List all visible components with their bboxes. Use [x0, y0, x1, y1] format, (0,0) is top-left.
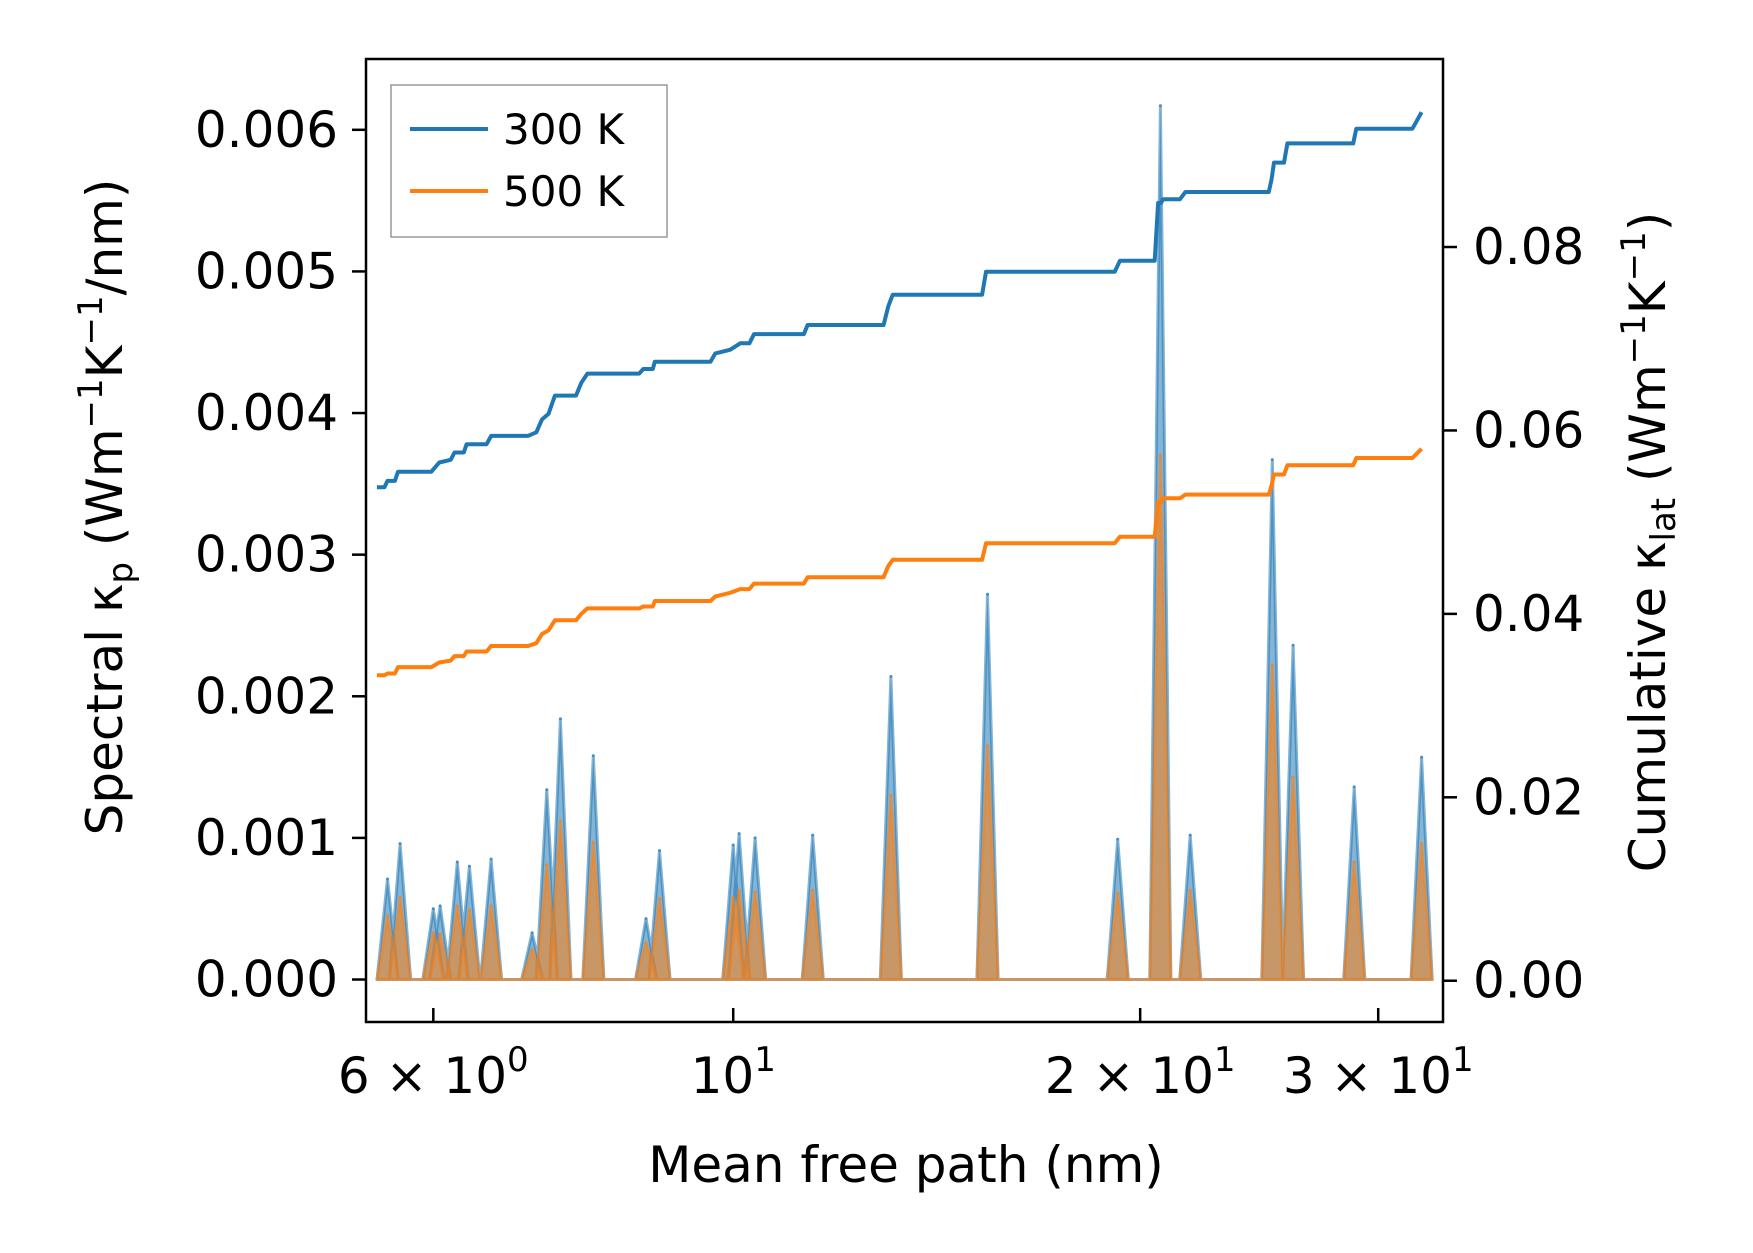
spectral-peak-500k-22: [1270, 663, 1274, 667]
y-left-label-main: Spectral κ: [76, 584, 134, 836]
spectral-peak-300k-24: [1352, 785, 1356, 789]
spectral-peak-300k-19: [1116, 837, 1120, 841]
y-left-tick-label-6: 0.006: [195, 101, 338, 159]
spectral-peak-500k-18: [986, 744, 989, 748]
y-left-label-unit-mid: K: [76, 344, 134, 378]
spectral-peak-500k-15: [753, 890, 757, 894]
y-left-label-unit-prefix: (Wm: [76, 428, 134, 562]
spectral-peak-300k-1: [398, 842, 402, 846]
y-right-tick-label-0: 0.00: [1473, 952, 1584, 1010]
spectral-peak-500k-17: [889, 793, 893, 797]
legend: 300 K 500 K: [390, 84, 668, 238]
spectral-peak-300k-5: [467, 864, 471, 868]
y-right-label-sup2: −1: [1614, 231, 1654, 281]
spectral-peak-500k-2: [431, 931, 435, 935]
spectral-peak-500k-0: [386, 914, 389, 918]
y-right-label-unit-prefix: (Wm: [1619, 364, 1677, 498]
legend-label-500k: 500 K: [503, 167, 626, 216]
x-tick-label-6: 6 × 100: [338, 1040, 529, 1105]
spectral-peak-500k-14: [737, 888, 741, 892]
spectral-peak-300k-17: [889, 675, 893, 678]
spectral-peak-500k-19: [1116, 891, 1120, 895]
y-left-label-unit-suffix: /nm): [76, 179, 134, 296]
spectral-peak-500k-11: [644, 941, 648, 945]
spectral-peak-500k-3: [438, 932, 442, 936]
y-left-tick-label-5: 0.005: [195, 242, 338, 300]
cumulative-line-300k: [376, 111, 1424, 490]
spectral-peak-300k-11: [644, 917, 648, 921]
spectral-peak-500k-25: [1420, 842, 1424, 846]
spectral-peak-300k-16: [811, 833, 815, 837]
y-left-tick-label-0: 0.000: [195, 951, 338, 1009]
plot-frame: [364, 57, 1445, 1024]
spectral-peak-500k-24: [1352, 860, 1356, 864]
spectral-peak-300k-7: [530, 931, 534, 935]
legend-box: [390, 84, 668, 238]
y-right-label-unit-suffix: ): [1619, 212, 1677, 232]
x-tick-label-30: 3 × 101: [1283, 1040, 1474, 1105]
y-right-tick-label-4: 0.08: [1473, 218, 1584, 276]
y-right-label-unit-mid: K: [1619, 280, 1677, 314]
spectral-peak-500k-23: [1291, 775, 1295, 779]
spectral-peak-500k-8: [545, 863, 549, 867]
y-right-label-sup1: −1: [1614, 314, 1654, 364]
y-right-tick-label-3: 0.06: [1473, 401, 1584, 459]
spectral-peak-300k-4: [455, 860, 459, 864]
spectral-peak-300k-25: [1420, 755, 1424, 759]
spectral-peak-300k-21: [1188, 833, 1192, 837]
spectral-peak-500k-7: [530, 948, 534, 952]
y-left-tick-label-3: 0.003: [195, 526, 338, 584]
spectral-peak-500k-21: [1188, 888, 1192, 892]
spectral-peak-500k-9: [558, 819, 562, 823]
spectral-peak-300k-23: [1291, 643, 1295, 647]
y-right-label-sub: lat: [1644, 498, 1684, 542]
spectral-peak-500k-13: [731, 895, 735, 899]
y-axis-left-label: Spectral κp (Wm−1K−1/nm): [71, 179, 141, 836]
y-right-tick-label-2: 0.04: [1473, 585, 1584, 643]
spectral-peak-500k-6: [489, 904, 493, 908]
spectral-peak-300k-18: [986, 592, 989, 596]
x-tick-label-20: 2 × 101: [1045, 1040, 1236, 1105]
spectral-fill-500k: [375, 454, 1434, 981]
spectral-peak-500k-16: [811, 888, 815, 892]
spectral-peak-500k-12: [658, 897, 661, 901]
spectral-peak-500k-4: [455, 904, 459, 908]
axes-layer: 6 × 100 101 2 × 101 3 × 101 0.000 0.001 0.002 0…: [195, 57, 1584, 1105]
y-axis-right-label: Cumulative κlat (Wm−1K−1): [1614, 212, 1684, 872]
plot-layer: [375, 104, 1434, 981]
spectral-peak-300k-9: [558, 717, 562, 721]
spectral-peak-300k-8: [545, 788, 549, 792]
spectral-peak-300k-22: [1270, 458, 1274, 462]
spectral-peak-500k-10: [591, 840, 595, 844]
spectral-peak-300k-13: [731, 843, 735, 847]
y-left-tick-label-4: 0.004: [195, 384, 338, 442]
y-left-tick-label-1: 0.001: [195, 809, 338, 867]
y-left-tick-label-2: 0.002: [195, 667, 338, 725]
spectral-peak-300k-2: [431, 907, 435, 911]
spectral-peak-300k-14: [737, 832, 741, 836]
x-axis-label: Mean free path (nm): [648, 1136, 1164, 1194]
legend-label-300k: 300 K: [503, 105, 626, 154]
spectral-peak-500k-20: [1158, 454, 1162, 457]
y-right-label-main: Cumulative κ: [1619, 541, 1677, 872]
spectral-peak-300k-6: [489, 857, 493, 861]
y-right-tick-label-1: 0.02: [1473, 768, 1584, 826]
spectral-peak-300k-3: [438, 904, 442, 908]
spectral-peak-300k-20: [1158, 104, 1162, 108]
spectral-peak-500k-1: [398, 895, 402, 899]
y-left-label-sup1: −1: [71, 378, 111, 428]
y-left-label-sup2: −1: [71, 295, 111, 345]
x-tick-label-10: 101: [691, 1040, 776, 1105]
spectral-peak-300k-15: [753, 836, 757, 840]
spectral-peak-300k-12: [658, 849, 661, 853]
cumulative-line-500k: [376, 447, 1424, 678]
spectral-peak-300k-0: [386, 877, 389, 881]
y-left-label-sub: p: [101, 562, 141, 584]
spectral-peak-300k-10: [591, 754, 595, 758]
spectral-peak-500k-5: [467, 908, 471, 912]
